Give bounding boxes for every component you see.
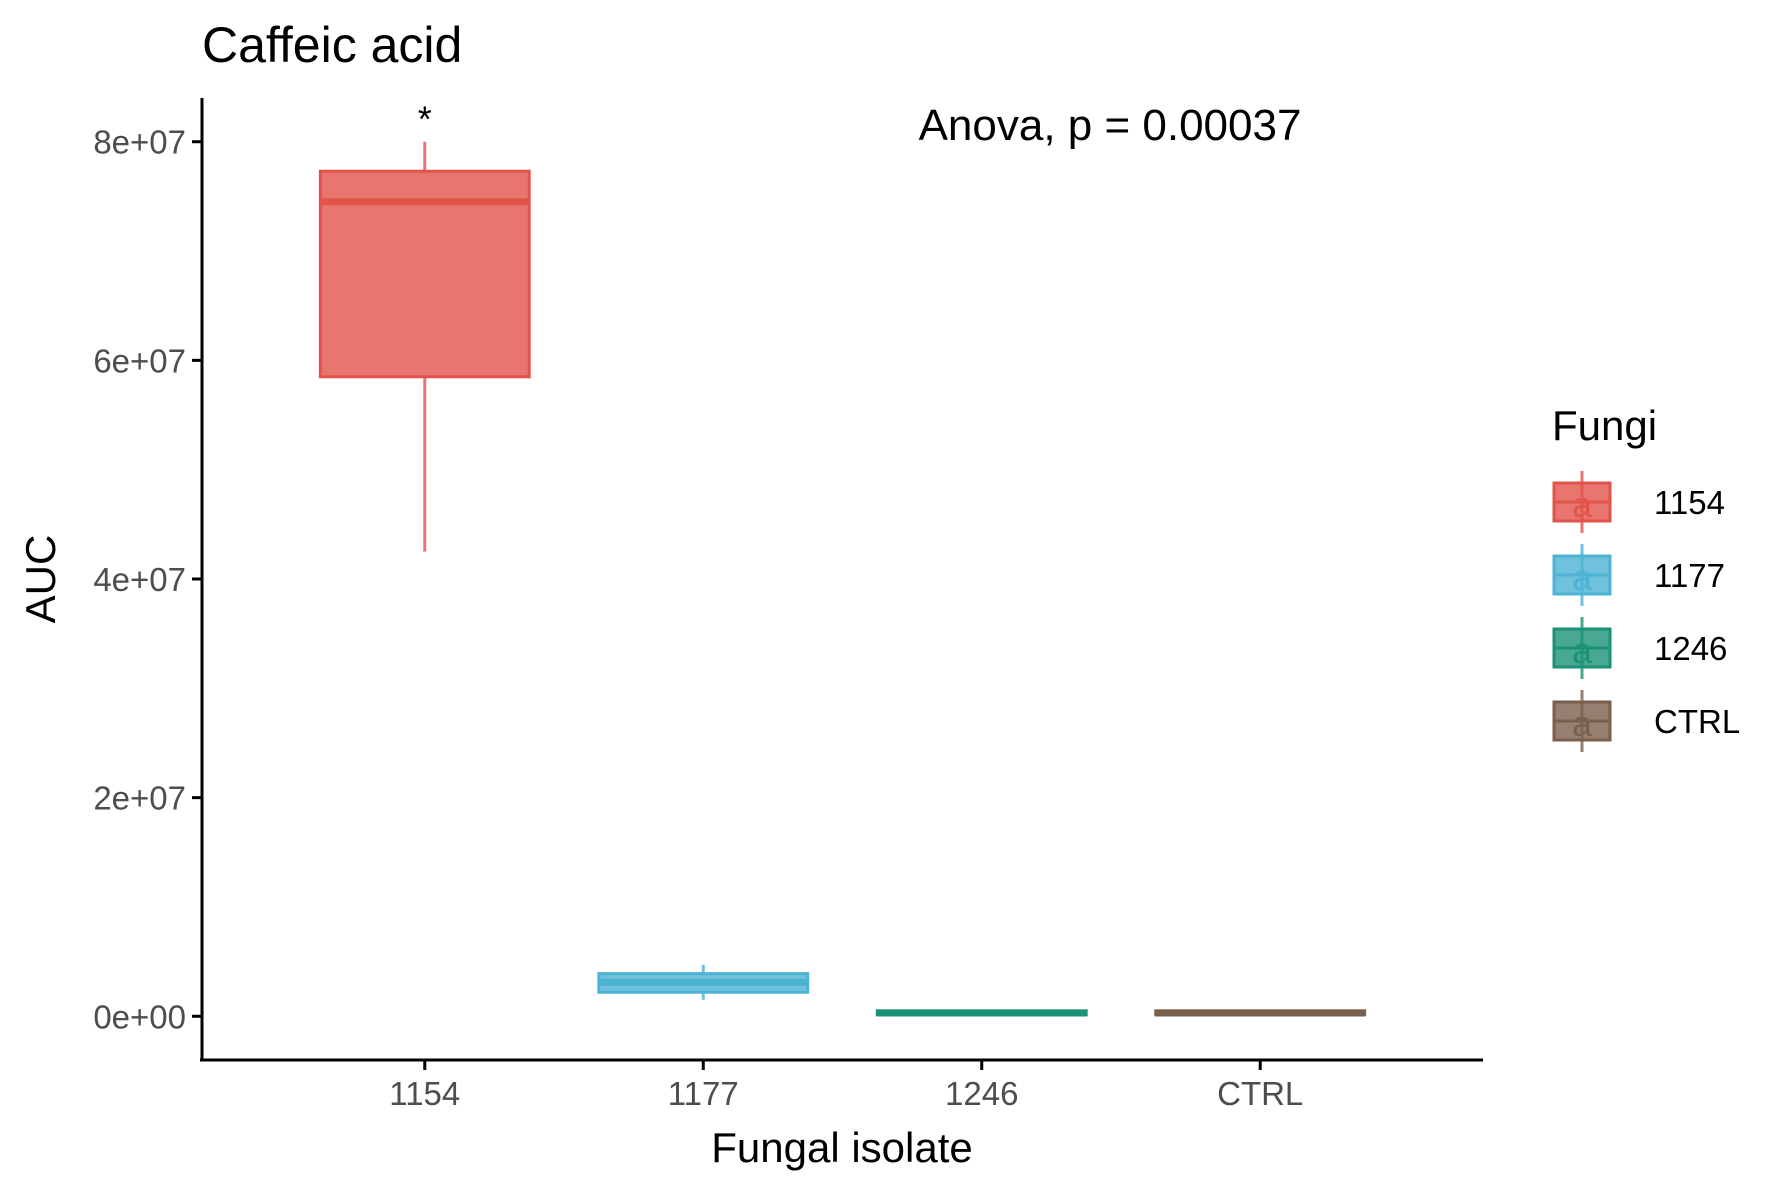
- legend-label: CTRL: [1654, 703, 1740, 740]
- legend-item-1154: a 1154: [1552, 471, 1725, 533]
- x-tick-label: 1177: [668, 1075, 739, 1112]
- y-axis-title: AUC: [17, 535, 64, 624]
- x-axis-title: Fungal isolate: [711, 1124, 973, 1171]
- legend-item-CTRL: a CTRL: [1552, 690, 1740, 752]
- legend: a 1154 a 1177 a 1246 a CTRL: [1552, 471, 1740, 752]
- y-tick-label: 4e+07: [93, 561, 186, 598]
- x-tick-label: 1154: [389, 1075, 460, 1112]
- legend-key-glyph: a: [1572, 630, 1593, 671]
- x-tick-label: CTRL: [1217, 1075, 1303, 1112]
- plot-area: *: [318, 99, 1367, 1017]
- legend-title: Fungi: [1552, 402, 1657, 449]
- legend-key-glyph: a: [1572, 557, 1593, 598]
- y-tick-label: 0e+00: [93, 998, 186, 1035]
- box-rect: [318, 169, 531, 379]
- legend-label: 1177: [1654, 557, 1725, 594]
- legend-key-glyph: a: [1572, 484, 1593, 525]
- chart-title: Caffeic acid: [202, 17, 462, 73]
- y-tick-label: 2e+07: [93, 780, 186, 817]
- box-1246: [875, 1009, 1088, 1017]
- legend-item-1246: a 1246: [1552, 617, 1727, 679]
- box-1177: [597, 964, 810, 1000]
- axes: 0e+00 2e+07 4e+07 6e+07 8e+07 1154 1177 1246 CTR…: [93, 124, 1303, 1112]
- legend-key-glyph: a: [1572, 703, 1593, 744]
- box-1154: [318, 141, 531, 552]
- x-tick-label: 1246: [945, 1075, 1018, 1112]
- legend-label: 1154: [1654, 484, 1725, 521]
- anova-annotation: Anova, p = 0.00037: [919, 101, 1302, 150]
- legend-item-1177: a 1177: [1552, 544, 1725, 606]
- y-tick-label: 6e+07: [93, 342, 186, 379]
- significance-star: *: [418, 99, 432, 140]
- legend-label: 1246: [1654, 630, 1727, 667]
- y-tick-label: 8e+07: [93, 124, 186, 161]
- box-CTRL: [1154, 1009, 1367, 1017]
